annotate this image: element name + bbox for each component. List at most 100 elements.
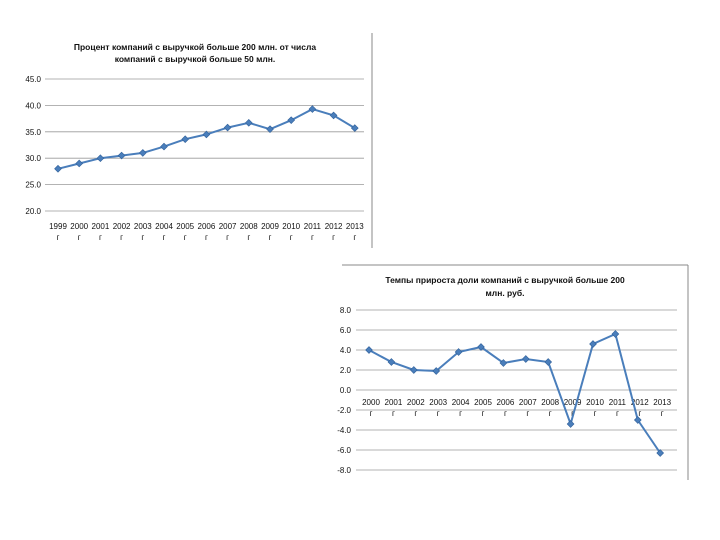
chart1-x-tick-suffix: г: [78, 233, 81, 242]
chart2-data-point: [544, 358, 553, 366]
chart1-data-point: [117, 151, 126, 160]
chart1-x-tick-label: 2012: [325, 222, 343, 231]
chart2-x-tick-label: 2005: [474, 398, 492, 407]
chart2-data-point: [611, 330, 620, 338]
chart2-x-tick-label: 2001: [385, 398, 403, 407]
chart1-x-tick-suffix: г: [311, 233, 314, 242]
chart1-data-point: [287, 116, 296, 125]
chart1-title-line1: Процент компаний с выручкой больше 200 м…: [74, 42, 317, 52]
chart1-x-tick-suffix: г: [332, 233, 335, 242]
chart2-data-point: [633, 416, 642, 424]
chart-growth-rate: Темпы прироста доли компаний с выручкой …: [337, 264, 689, 480]
chart1-x-tick-suffix: г: [205, 233, 208, 242]
chart1-y-tick-label: 35.0: [25, 128, 41, 137]
chart1-data-point: [266, 125, 274, 133]
chart2-x-tick-label: 2000: [362, 398, 380, 407]
chart1-y-tick-label: 40.0: [25, 101, 41, 110]
chart1-data-point: [202, 130, 211, 139]
chart1-x-tick-label: 2004: [155, 222, 173, 231]
chart2-x-tick-label: 2013: [653, 398, 671, 407]
chart2-title-line1: Темпы прироста доли компаний с выручкой …: [385, 275, 625, 285]
chart1-y-tick-label: 20.0: [25, 207, 41, 216]
chart2-x-tick-suffix: г: [549, 409, 552, 418]
chart2-data-point: [365, 346, 373, 354]
chart2-x-tick-suffix: г: [526, 409, 529, 418]
chart2-data-point: [432, 367, 441, 375]
chart1-data-point: [75, 159, 84, 168]
chart2-data-point: [454, 348, 463, 356]
chart1-y-tick-label: 45.0: [25, 75, 41, 84]
chart1-data-point: [350, 124, 359, 132]
chart2-y-tick-label: 4.0: [340, 346, 352, 355]
chart2-data-point: [566, 420, 575, 428]
chart2-x-tick-suffix: г: [392, 409, 395, 418]
chart2-data-point: [409, 366, 418, 374]
chart2-x-tick-suffix: г: [414, 409, 417, 418]
chart1-x-tick-label: 2007: [219, 222, 237, 231]
chart1-x-tick-suffix: г: [353, 233, 356, 242]
chart1-data-point: [244, 118, 253, 127]
chart1-x-tick-suffix: г: [120, 233, 123, 242]
chart1-y-tick-label: 25.0: [25, 181, 41, 190]
chart1-x-tick-label: 2002: [113, 222, 131, 231]
chart2-x-tick-label: 2004: [452, 398, 470, 407]
chart1-x-tick-label: 2008: [240, 222, 258, 231]
chart2-x-tick-suffix: г: [616, 409, 619, 418]
chart1-x-tick-suffix: г: [247, 233, 250, 242]
chart2-x-tick-label: 2009: [564, 398, 582, 407]
chart1-data-point: [160, 142, 168, 151]
chart2-x-tick-suffix: г: [482, 409, 485, 418]
chart2-x-tick-suffix: г: [661, 409, 664, 418]
chart1-x-tick-label: 2013: [346, 222, 364, 231]
chart1-data-point: [223, 123, 232, 132]
chart2-x-tick-label: 2010: [586, 398, 604, 407]
chart1-data-point: [329, 111, 338, 120]
chart1-x-tick-label: 2009: [261, 222, 279, 231]
chart1-data-point: [96, 154, 105, 163]
chart1-x-tick-suffix: г: [269, 233, 272, 242]
chart2-data-point: [521, 355, 530, 363]
chart1-x-tick-label: 2005: [176, 222, 194, 231]
chart1-x-tick-suffix: г: [163, 233, 166, 242]
chart1-x-tick-label: 2000: [70, 222, 88, 231]
chart1-data-point: [308, 105, 317, 113]
chart2-x-tick-label: 2002: [407, 398, 425, 407]
chart2-data-point: [589, 340, 597, 348]
chart1-data-point: [181, 135, 190, 144]
chart2-y-tick-label: -4.0: [337, 426, 351, 435]
chart1-x-tick-label: 1999: [49, 222, 67, 231]
chart2-x-tick-label: 2008: [541, 398, 559, 407]
chart2-data-point: [387, 358, 396, 366]
chart2-x-tick-label: 2011: [609, 398, 627, 407]
chart2-x-tick-suffix: г: [370, 409, 373, 418]
chart2-y-tick-label: 2.0: [340, 366, 352, 375]
chart-company-share: Процент компаний с выручкой больше 200 м…: [25, 33, 373, 248]
chart1-data-point: [54, 164, 62, 173]
chart2-y-tick-label: -6.0: [337, 446, 351, 455]
chart1-x-tick-suffix: г: [290, 233, 293, 242]
chart2-x-tick-suffix: г: [504, 409, 507, 418]
chart2-y-tick-label: -2.0: [337, 406, 351, 415]
chart1-x-tick-label: 2003: [134, 222, 152, 231]
chart2-x-tick-suffix: г: [437, 409, 440, 418]
chart2-x-tick-label: 2007: [519, 398, 537, 407]
chart2-y-tick-label: 8.0: [340, 306, 352, 315]
chart2-x-tick-label: 2006: [497, 398, 515, 407]
chart1-x-tick-suffix: г: [57, 233, 60, 242]
chart1-x-tick-label: 2011: [304, 222, 322, 231]
chart1-x-tick-suffix: г: [226, 233, 229, 242]
chart2-x-tick-suffix: г: [459, 409, 462, 418]
chart2-data-point: [656, 449, 665, 457]
chart2-x-tick-suffix: г: [594, 409, 597, 418]
chart2-data-point: [499, 359, 508, 367]
chart2-y-tick-label: 0.0: [340, 386, 352, 395]
chart1-data-point: [138, 149, 147, 157]
chart2-data-point: [477, 343, 485, 351]
chart2-series-line: [368, 332, 662, 454]
chart1-x-tick-label: 2010: [282, 222, 300, 231]
chart2-x-tick-suffix: г: [638, 409, 641, 418]
chart1-x-tick-label: 2001: [92, 222, 110, 231]
chart1-title-line2: компаний с выручкой больше 50 млн.: [115, 54, 276, 64]
chart2-x-tick-label: 2012: [631, 398, 649, 407]
